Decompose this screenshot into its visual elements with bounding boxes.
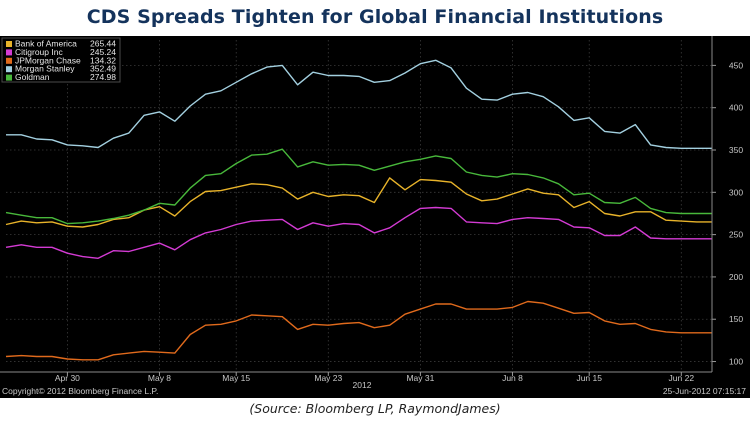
series-line-morgan-stanley (6, 59, 712, 149)
legend-last-value: 352.49 (90, 64, 116, 74)
y-tick-label: 400 (729, 103, 743, 113)
y-tick-label: 150 (729, 314, 743, 324)
legend: Bank of America 265.44 Citigroup Inc 245.24… (1, 37, 121, 83)
y-tick-label: 300 (729, 187, 743, 197)
grid-lines (6, 40, 712, 370)
legend-label: Goldman (15, 72, 50, 82)
legend-swatch (6, 74, 12, 81)
series-line-goldman (5, 148, 712, 225)
x-year-label: 2012 (353, 380, 372, 390)
legend-swatch (6, 49, 12, 56)
legend-swatch (6, 41, 12, 47)
legend-last-value: 265.44 (90, 39, 116, 49)
x-axis: Apr 30 May 8 May 15 May 23 May 31 Jun 8 Jun 15… (0, 371, 712, 390)
x-tick-label: May 31 (406, 373, 434, 383)
y-tick-label: 100 (729, 357, 743, 367)
legend-swatch (6, 57, 12, 64)
bloomberg-chart-panel: Bank of America 265.44 Citigroup Inc 245.24… (0, 36, 750, 398)
x-tick-label: Jun 15 (576, 373, 602, 383)
legend-last-value: 274.98 (90, 72, 116, 82)
source-caption: (Source: Bloomberg LP, RaymondJames) (249, 401, 501, 416)
x-tick-label: Jun 8 (502, 373, 523, 383)
series-line-bank-of-america (5, 177, 712, 228)
chart-footer: Copyright© 2012 Bloomberg Finance L.P. 2… (2, 386, 746, 396)
series-lines (5, 59, 712, 361)
copyright-text: Copyright© 2012 Bloomberg Finance L.P. (2, 386, 158, 396)
legend-label: JPMorgan Chase (15, 55, 81, 65)
legend-last-value: 134.32 (90, 55, 116, 65)
x-tick-label: May 15 (222, 373, 250, 383)
series-line-jpmorgan-chase (5, 300, 712, 361)
y-axis: 100 150 200 250 300 350 400 450 (711, 36, 743, 372)
y-tick-label: 450 (729, 60, 743, 70)
timestamp-text: 25-Jun-2012 07:15:17 (663, 386, 746, 396)
legend-last-value: 245.24 (90, 47, 116, 57)
y-tick-label: 200 (729, 272, 743, 282)
legend-label: Morgan Stanley (15, 64, 75, 74)
x-tick-label: Jun 22 (669, 373, 695, 383)
x-tick-label: May 23 (314, 373, 342, 383)
legend-swatch (6, 66, 12, 73)
y-tick-label: 350 (729, 145, 743, 155)
y-tick-label: 250 (729, 230, 743, 240)
series-line-citigroup-inc (5, 206, 712, 259)
legend-box (1, 37, 121, 83)
x-tick-label: Apr 30 (55, 373, 80, 383)
line-chart: Bank of America 265.44 Citigroup Inc 245.24… (0, 36, 746, 396)
legend-label: Citigroup Inc (15, 47, 63, 57)
x-tick-label: May 8 (148, 373, 171, 383)
legend-label: Bank of America (15, 39, 77, 49)
chart-title: CDS Spreads Tighten for Global Financial… (86, 6, 664, 28)
